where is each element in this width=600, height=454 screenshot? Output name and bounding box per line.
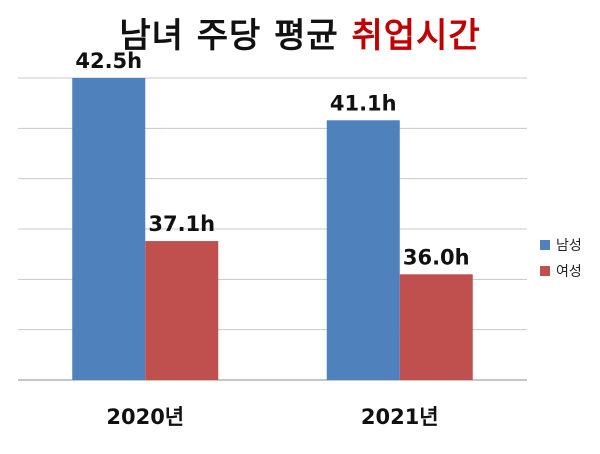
bar-male-1 (326, 120, 400, 380)
data-label-male-0: 42.5h (75, 49, 142, 73)
bar-male-0 (72, 78, 146, 380)
x-tick-label-1: 2021년 (361, 405, 439, 429)
legend-label-male: 남성 (556, 238, 582, 254)
chart-title: 남녀 주당 평균 취업시간 (0, 8, 600, 57)
chart-title-main: 남녀 주당 평균 (119, 16, 339, 56)
legend-item-female: 여성 (540, 258, 582, 284)
data-label-female-1: 36.0h (403, 245, 470, 269)
data-label-female-0: 37.1h (148, 212, 215, 236)
bar-female-0 (145, 241, 219, 380)
legend: 남성 여성 (540, 232, 582, 284)
legend-swatch-male (540, 240, 550, 250)
x-tick-label-0: 2020년 (106, 405, 184, 429)
data-label-male-1: 41.1h (330, 91, 397, 115)
legend-swatch-female (540, 266, 550, 276)
legend-label-female: 여성 (556, 264, 582, 280)
bar-female-1 (399, 274, 473, 380)
legend-item-male: 남성 (540, 232, 582, 258)
chart-title-accent: 취업시간 (351, 16, 481, 56)
